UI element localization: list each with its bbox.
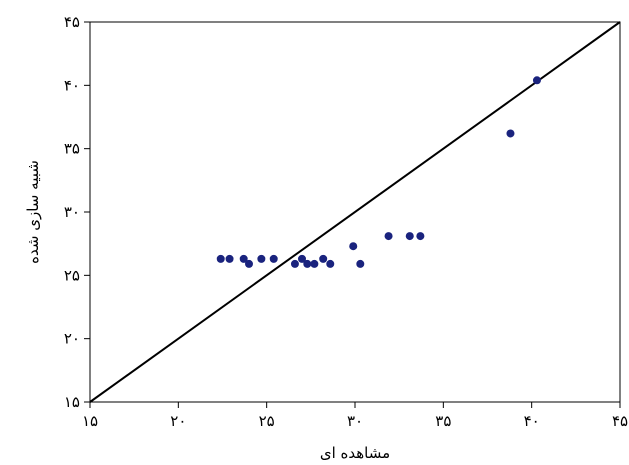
data-point	[303, 259, 312, 268]
data-point	[405, 232, 414, 241]
x-tick-label: ۲۵	[259, 412, 275, 430]
data-point	[506, 129, 515, 138]
x-tick-label: ۲۰	[170, 412, 186, 430]
y-tick-label: ۳۵	[64, 140, 80, 158]
data-point	[269, 254, 278, 263]
data-point	[310, 259, 319, 268]
x-tick-label: ۳۵	[435, 412, 451, 430]
y-tick-label: ۲۵	[64, 266, 80, 284]
data-point	[245, 259, 253, 268]
y-tick-label: ۴۵	[64, 13, 80, 31]
data-point	[239, 254, 248, 263]
data-point	[298, 254, 306, 263]
data-point	[319, 254, 328, 263]
data-point	[349, 242, 358, 251]
data-point	[290, 259, 299, 268]
y-axis-title: شبیه سازی شده	[24, 160, 42, 264]
y-tick-label: ۱۵	[64, 393, 80, 411]
y-tick-label: ۳۰	[64, 203, 80, 221]
x-tick-label: ۳۰	[347, 412, 363, 430]
x-tick-label: ۱۵	[82, 412, 98, 430]
data-point	[257, 254, 266, 263]
data-point	[416, 232, 425, 241]
data-point	[225, 254, 234, 263]
y-axis-ticks	[84, 21, 90, 403]
data-point	[216, 254, 225, 263]
data-point	[532, 76, 541, 85]
x-axis-ticks	[89, 402, 621, 408]
y-axis-tick-labels: ۱۵ ۲۰ ۲۵ ۳۰ ۳۵ ۴۰ ۴۵	[64, 13, 80, 411]
x-axis-tick-labels: ۱۵ ۲۰ ۲۵ ۳۰ ۳۵ ۴۰ ۴۵	[82, 412, 628, 430]
y-tick-label: ۲۰	[64, 330, 80, 348]
data-point	[384, 232, 393, 241]
x-tick-label: ۴۰	[524, 412, 540, 430]
y-tick-label: ۴۰	[64, 76, 80, 94]
one-to-one-line	[89, 21, 621, 403]
x-tick-label: ۴۵	[612, 412, 628, 430]
data-points	[216, 76, 541, 268]
data-point	[356, 259, 365, 268]
data-point	[326, 259, 335, 268]
x-axis-title: مشاهده ای	[320, 444, 390, 462]
